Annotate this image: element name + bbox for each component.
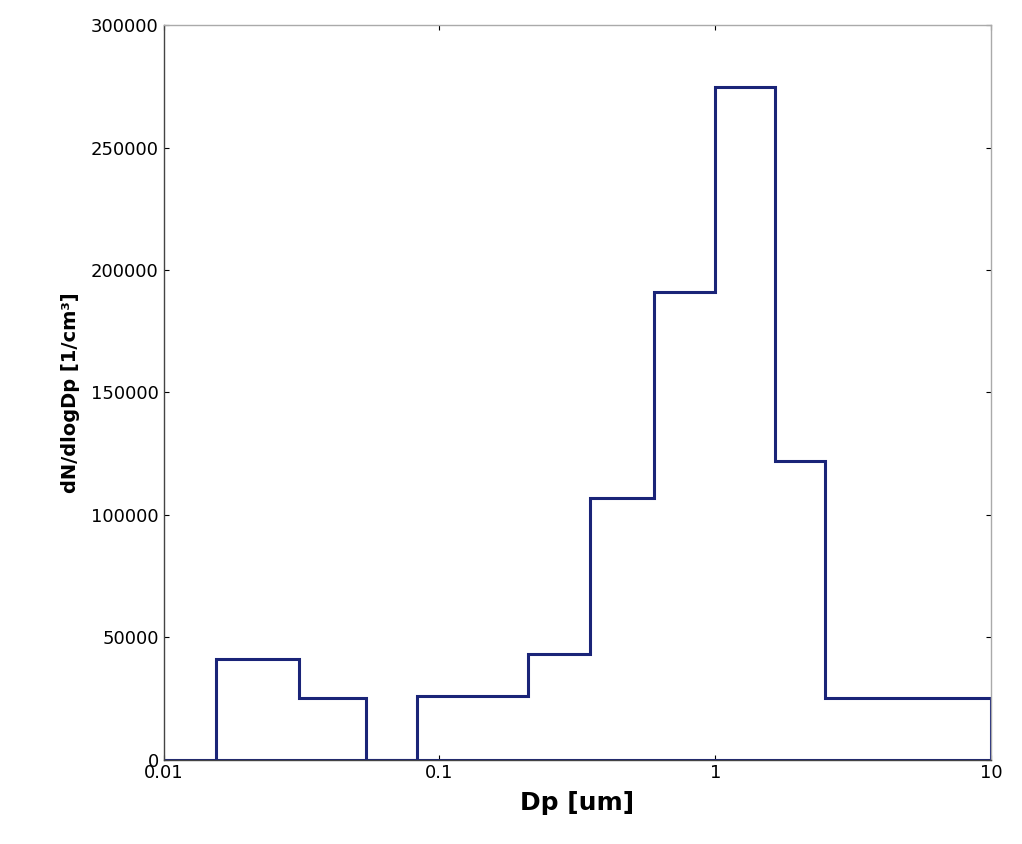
X-axis label: Dp [um]: Dp [um] [520,791,635,814]
Y-axis label: dN/dlogDp [1/cm³]: dN/dlogDp [1/cm³] [60,292,80,493]
